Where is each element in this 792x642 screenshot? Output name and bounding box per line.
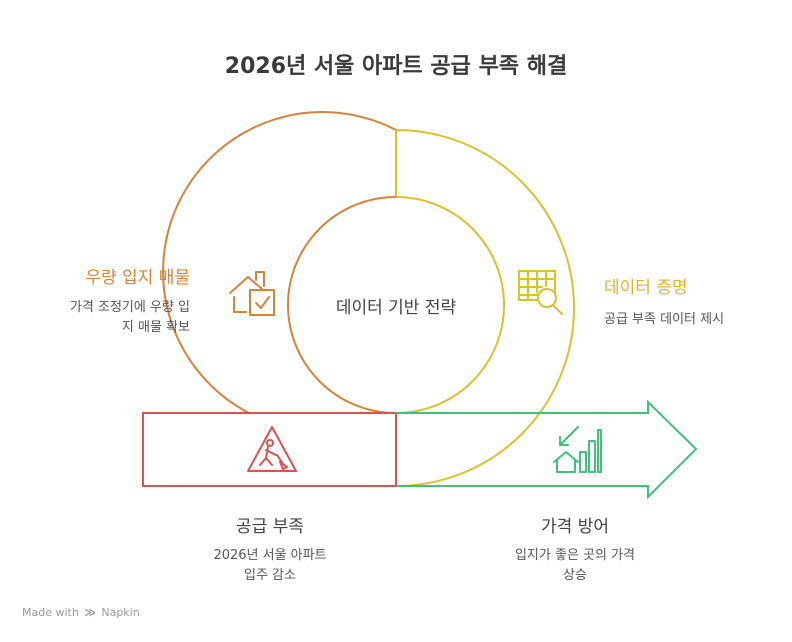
prime-location-title: 우량 입지 매물 — [85, 268, 190, 288]
table-magnifier-icon — [518, 270, 563, 315]
price-defense-title: 가격 방어 — [541, 517, 609, 537]
prime-location-desc-line2: 지 매물 확보 — [121, 320, 190, 335]
orange-outer-arc — [162, 111, 397, 414]
price-defense-desc-line1: 입지가 좋은 곳의 가격 — [514, 548, 636, 563]
supply-shortage-desc: 2026년 서울 아파트 입주 감소 — [170, 546, 370, 586]
napkin-logo-icon: ≫ — [84, 606, 96, 619]
yellow-inner-arc — [395, 196, 505, 414]
napkin-brand-text: Napkin — [101, 606, 140, 619]
center-strategy-label: 데이터 기반 전략 — [335, 298, 457, 318]
diagram-title: 2026년 서울 아파트 공급 부족 해결 — [224, 54, 568, 79]
house-check-icon — [229, 271, 275, 316]
data-proof-title: 데이터 증명 — [604, 278, 688, 298]
price-defense-arrow — [396, 399, 698, 500]
supply-shortage-desc-line1: 2026년 서울 아파트 — [213, 548, 327, 563]
made-with-text: Made with — [22, 606, 79, 619]
construction-warning-icon — [247, 426, 297, 472]
supply-shortage-title: 공급 부족 — [236, 517, 304, 537]
prime-location-desc: 가격 조정기에 우량 입 지 매물 확보 — [40, 298, 190, 338]
supply-shortage-box — [142, 412, 397, 487]
made-with-footer[interactable]: Made with ≫ Napkin — [22, 606, 140, 619]
yellow-outer-arc — [395, 129, 575, 487]
supply-shortage-desc-line2: 입주 감소 — [244, 568, 296, 583]
orange-inner-arc — [287, 196, 397, 414]
price-defense-desc: 입지가 좋은 곳의 가격 상승 — [475, 546, 675, 586]
house-growth-chart-icon — [553, 426, 602, 473]
prime-location-desc-line1: 가격 조정기에 우량 입 — [69, 300, 190, 315]
price-defense-desc-line2: 상승 — [563, 568, 587, 583]
data-proof-desc: 공급 부족 데이터 제시 — [604, 312, 725, 327]
